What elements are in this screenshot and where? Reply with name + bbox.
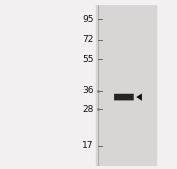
- Text: 72: 72: [82, 35, 94, 44]
- Text: 28: 28: [82, 105, 94, 114]
- Text: 36: 36: [82, 86, 94, 95]
- Text: 17: 17: [82, 141, 94, 150]
- Text: 55: 55: [82, 55, 94, 64]
- Polygon shape: [136, 93, 142, 101]
- Text: 95: 95: [82, 15, 94, 24]
- Text: kDa: kDa: [97, 0, 116, 2]
- FancyBboxPatch shape: [114, 94, 134, 100]
- Bar: [96, 5, 156, 166]
